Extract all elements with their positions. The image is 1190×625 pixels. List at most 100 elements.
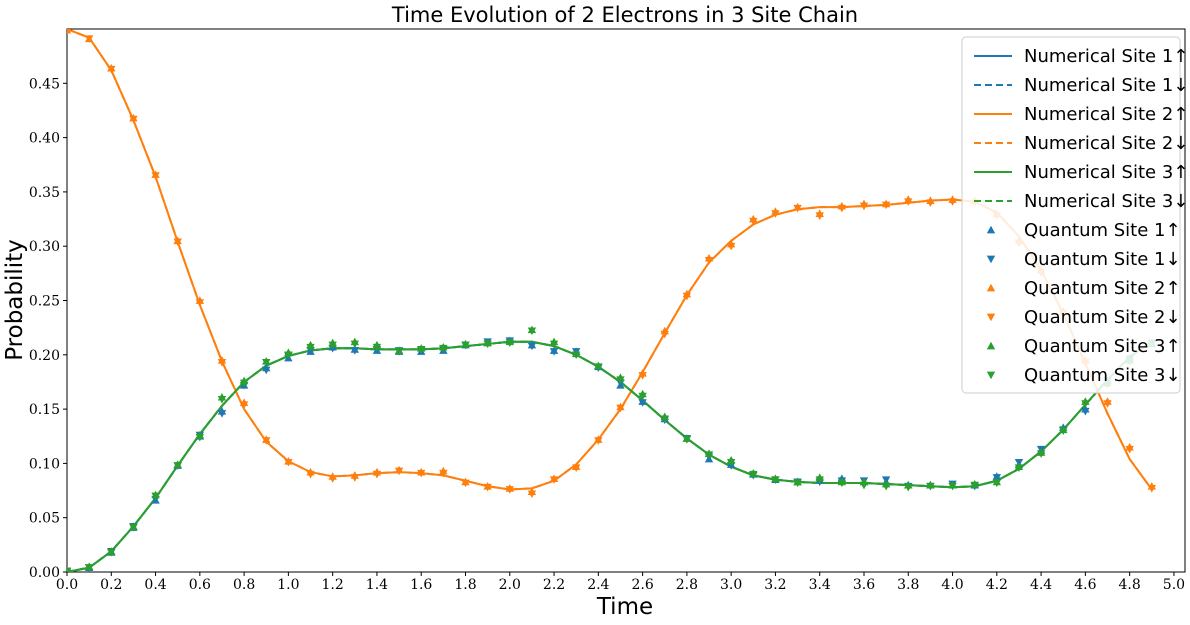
- x-tick-label: 4.6: [1074, 577, 1096, 593]
- data-point: [350, 340, 360, 349]
- x-tick-label: 4.8: [1119, 577, 1141, 593]
- legend-label: Quantum Site 1↑: [1024, 220, 1181, 241]
- data-point: [1081, 407, 1090, 416]
- data-point: [749, 470, 758, 479]
- legend-marker-swatch: [986, 313, 996, 322]
- y-tick-label: 0.20: [29, 348, 60, 364]
- data-point: [1059, 427, 1068, 436]
- data-point: [594, 363, 603, 371]
- data-point: [1036, 450, 1046, 458]
- legend-item: Numerical Site 2↓: [974, 133, 1188, 154]
- data-point: [67, 29, 70, 35]
- y-axis: 0.00 0.05 0.10 0.15 0.20 0.25 0.30 0.35 0.40 0.45: [29, 76, 67, 581]
- x-tick-label: 1.6: [410, 577, 432, 593]
- data-point: [173, 238, 182, 247]
- data-point: [726, 458, 736, 467]
- data-point: [1103, 400, 1112, 408]
- data-point: [771, 476, 780, 484]
- data-point: [1081, 400, 1090, 408]
- legend-item: Quantum Site 3↑: [986, 336, 1181, 357]
- data-point: [173, 462, 182, 470]
- data-point: [394, 467, 404, 476]
- y-tick-label: 0.10: [29, 456, 60, 472]
- legend-label: Numerical Site 2↓: [1024, 133, 1188, 154]
- legend-marker-swatch: [986, 371, 996, 380]
- x-tick-label: 4.4: [1030, 577, 1052, 593]
- data-point: [771, 210, 780, 218]
- data-point: [660, 415, 669, 424]
- legend-label: Numerical Site 3↓: [1024, 191, 1188, 212]
- x-tick-label: 5.0: [1163, 577, 1185, 593]
- data-point: [306, 470, 315, 479]
- x-tick-label: 4.2: [986, 577, 1008, 593]
- data-point: [527, 327, 537, 336]
- data-point: [350, 347, 360, 355]
- data-point: [616, 376, 625, 384]
- data-point: [837, 479, 847, 488]
- x-tick-label: 1.8: [454, 577, 476, 593]
- data-point: [992, 479, 1002, 488]
- y-tick-label: 0.45: [29, 76, 60, 92]
- data-point: [129, 524, 138, 532]
- x-tick-label: 2.2: [543, 577, 565, 593]
- legend-label: Quantum Site 3↓: [1024, 365, 1181, 386]
- x-axis-label: Time: [596, 594, 653, 620]
- y-tick-label: 0.35: [29, 185, 60, 201]
- y-tick-label: 0.15: [29, 402, 60, 418]
- data-point: [660, 330, 669, 339]
- x-tick-label: 0.6: [189, 577, 211, 593]
- data-point: [682, 436, 692, 444]
- legend-label: Numerical Site 1↓: [1024, 75, 1188, 96]
- x-tick-label: 2.6: [631, 577, 653, 593]
- data-point: [1147, 485, 1156, 493]
- x-tick-label: 3.8: [897, 577, 919, 593]
- legend-item: Quantum Site 2↑: [986, 278, 1181, 299]
- data-point: [195, 433, 205, 442]
- series-quantum-site3-triangle-down: [67, 327, 1156, 572]
- data-point: [549, 348, 559, 356]
- legend-item: Quantum Site 3↓: [986, 365, 1181, 386]
- data-point: [461, 479, 470, 488]
- data-point: [328, 341, 337, 350]
- data-point: [726, 242, 736, 251]
- data-point: [372, 470, 382, 479]
- data-point: [239, 401, 249, 409]
- data-point: [793, 204, 802, 213]
- legend-label: Numerical Site 3↑: [1024, 162, 1188, 183]
- series-numerical-site3-dashed: [67, 340, 1153, 572]
- data-point: [151, 492, 160, 501]
- data-point: [527, 490, 537, 499]
- data-point: [217, 395, 227, 404]
- data-point: [594, 437, 603, 445]
- legend: Numerical Site 1↑ Numerical Site 1↓ Numeri…: [961, 36, 1188, 394]
- data-point: [881, 201, 891, 210]
- data-point: [926, 482, 935, 491]
- data-point: [262, 359, 271, 367]
- chart-title: Time Evolution of 2 Electrons in 3 Site …: [391, 3, 858, 27]
- legend-box: [961, 36, 1181, 394]
- data-point: [926, 199, 935, 207]
- series-numerical-site2-dashed: [67, 29, 1153, 491]
- legend-item: Quantum Site 1↓: [986, 249, 1181, 270]
- data-point: [1014, 464, 1024, 472]
- data-point: [417, 469, 426, 478]
- legend-label: Quantum Site 1↓: [1024, 249, 1181, 270]
- data-point: [217, 359, 227, 367]
- data-point: [129, 115, 138, 124]
- data-point: [859, 202, 869, 211]
- data-point: [682, 292, 692, 301]
- y-axis-label: Probability: [2, 239, 28, 361]
- data-point: [505, 339, 514, 348]
- legend-label: Quantum Site 2↑: [1024, 278, 1181, 299]
- x-tick-label: 0.8: [233, 577, 255, 593]
- data-point: [948, 482, 957, 491]
- data-point: [394, 348, 404, 356]
- data-point: [749, 217, 758, 226]
- x-tick-label: 4.0: [941, 577, 963, 593]
- data-point: [217, 410, 227, 418]
- data-point: [1125, 445, 1134, 454]
- data-point: [483, 483, 492, 492]
- x-tick-label: 3.0: [720, 577, 742, 593]
- data-point: [306, 343, 315, 352]
